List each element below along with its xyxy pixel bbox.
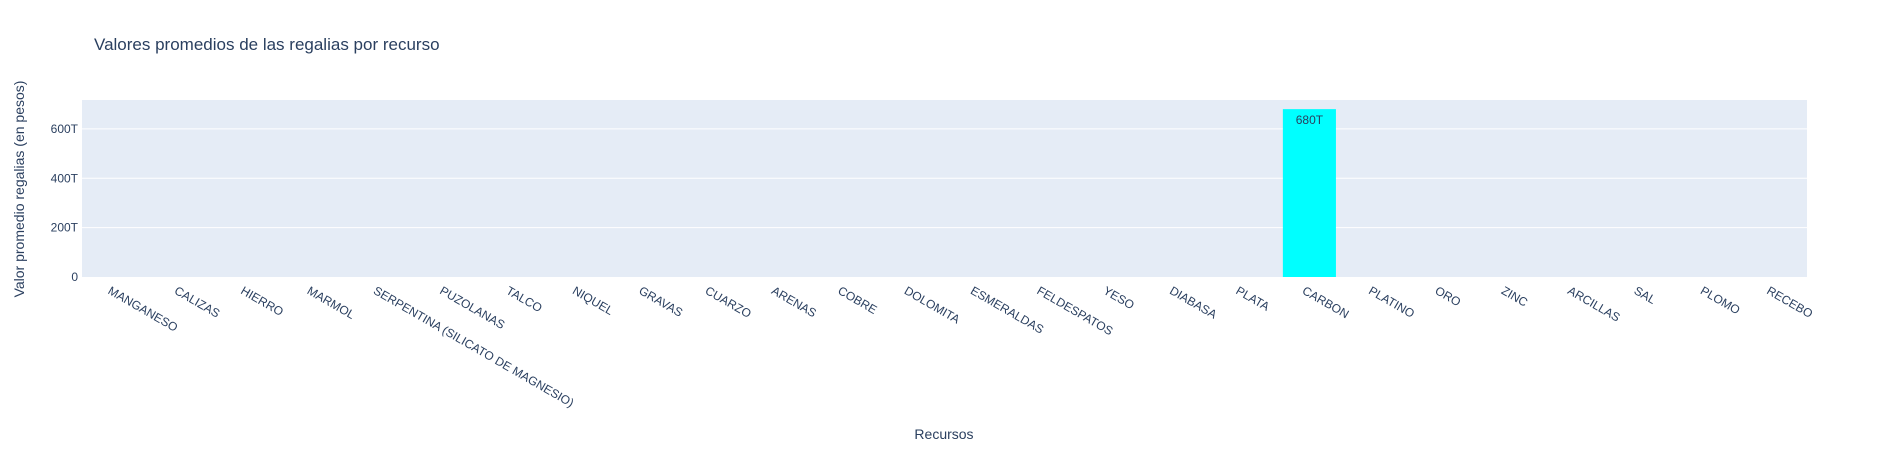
x-tick-label: ESMERALDAS — [968, 283, 1046, 336]
x-tick-label: CUARZO — [703, 283, 754, 320]
x-tick-label: DIABASA — [1167, 283, 1219, 321]
gridlines — [82, 128, 1807, 229]
bar-value-label: 680T — [1296, 113, 1324, 127]
y-tick-label: 0 — [71, 270, 78, 284]
plot-area — [82, 100, 1807, 277]
x-tick-label: DOLOMITA — [902, 283, 963, 326]
x-tick-label: PLATINO — [1366, 283, 1417, 320]
x-tick-label: RECEBO — [1764, 283, 1815, 320]
x-axis-title: Recursos — [914, 426, 973, 442]
x-tick-label: MARMOL — [305, 283, 358, 322]
x-tick-label: PLATA — [1234, 283, 1272, 313]
x-tick-label: ORO — [1433, 283, 1464, 309]
y-axis-ticks: 0 200T 400T 600T — [51, 122, 79, 284]
y-tick-label: 400T — [51, 171, 79, 185]
y-tick-label: 600T — [51, 122, 79, 136]
x-tick-label: COBRE — [835, 283, 879, 316]
chart-title: Valores promedios de las regalias por re… — [94, 35, 440, 54]
x-tick-label: ARCILLAS — [1565, 283, 1622, 324]
y-tick-label: 200T — [51, 221, 79, 235]
x-tick-label: YESO — [1101, 283, 1137, 312]
bar-labels: 680T — [1296, 113, 1324, 127]
x-tick-label: NIQUEL — [570, 283, 616, 318]
x-tick-label: PLOMO — [1698, 283, 1743, 317]
x-tick-label: SAL — [1632, 283, 1659, 307]
x-tick-label: TALCO — [504, 283, 545, 315]
y-axis-title: Valor promedio regalias (en pesos) — [11, 81, 27, 298]
x-tick-label: MANGANESO — [106, 283, 181, 334]
x-tick-label: HIERRO — [238, 283, 285, 318]
x-tick-label: ARENAS — [769, 283, 819, 320]
x-tick-label: CARBON — [1300, 283, 1351, 321]
x-tick-label: ZINC — [1499, 283, 1531, 309]
bar[interactable] — [1282, 109, 1336, 278]
bars — [1282, 109, 1336, 278]
x-tick-label: CALIZAS — [172, 283, 222, 320]
x-tick-label: GRAVAS — [636, 283, 685, 319]
